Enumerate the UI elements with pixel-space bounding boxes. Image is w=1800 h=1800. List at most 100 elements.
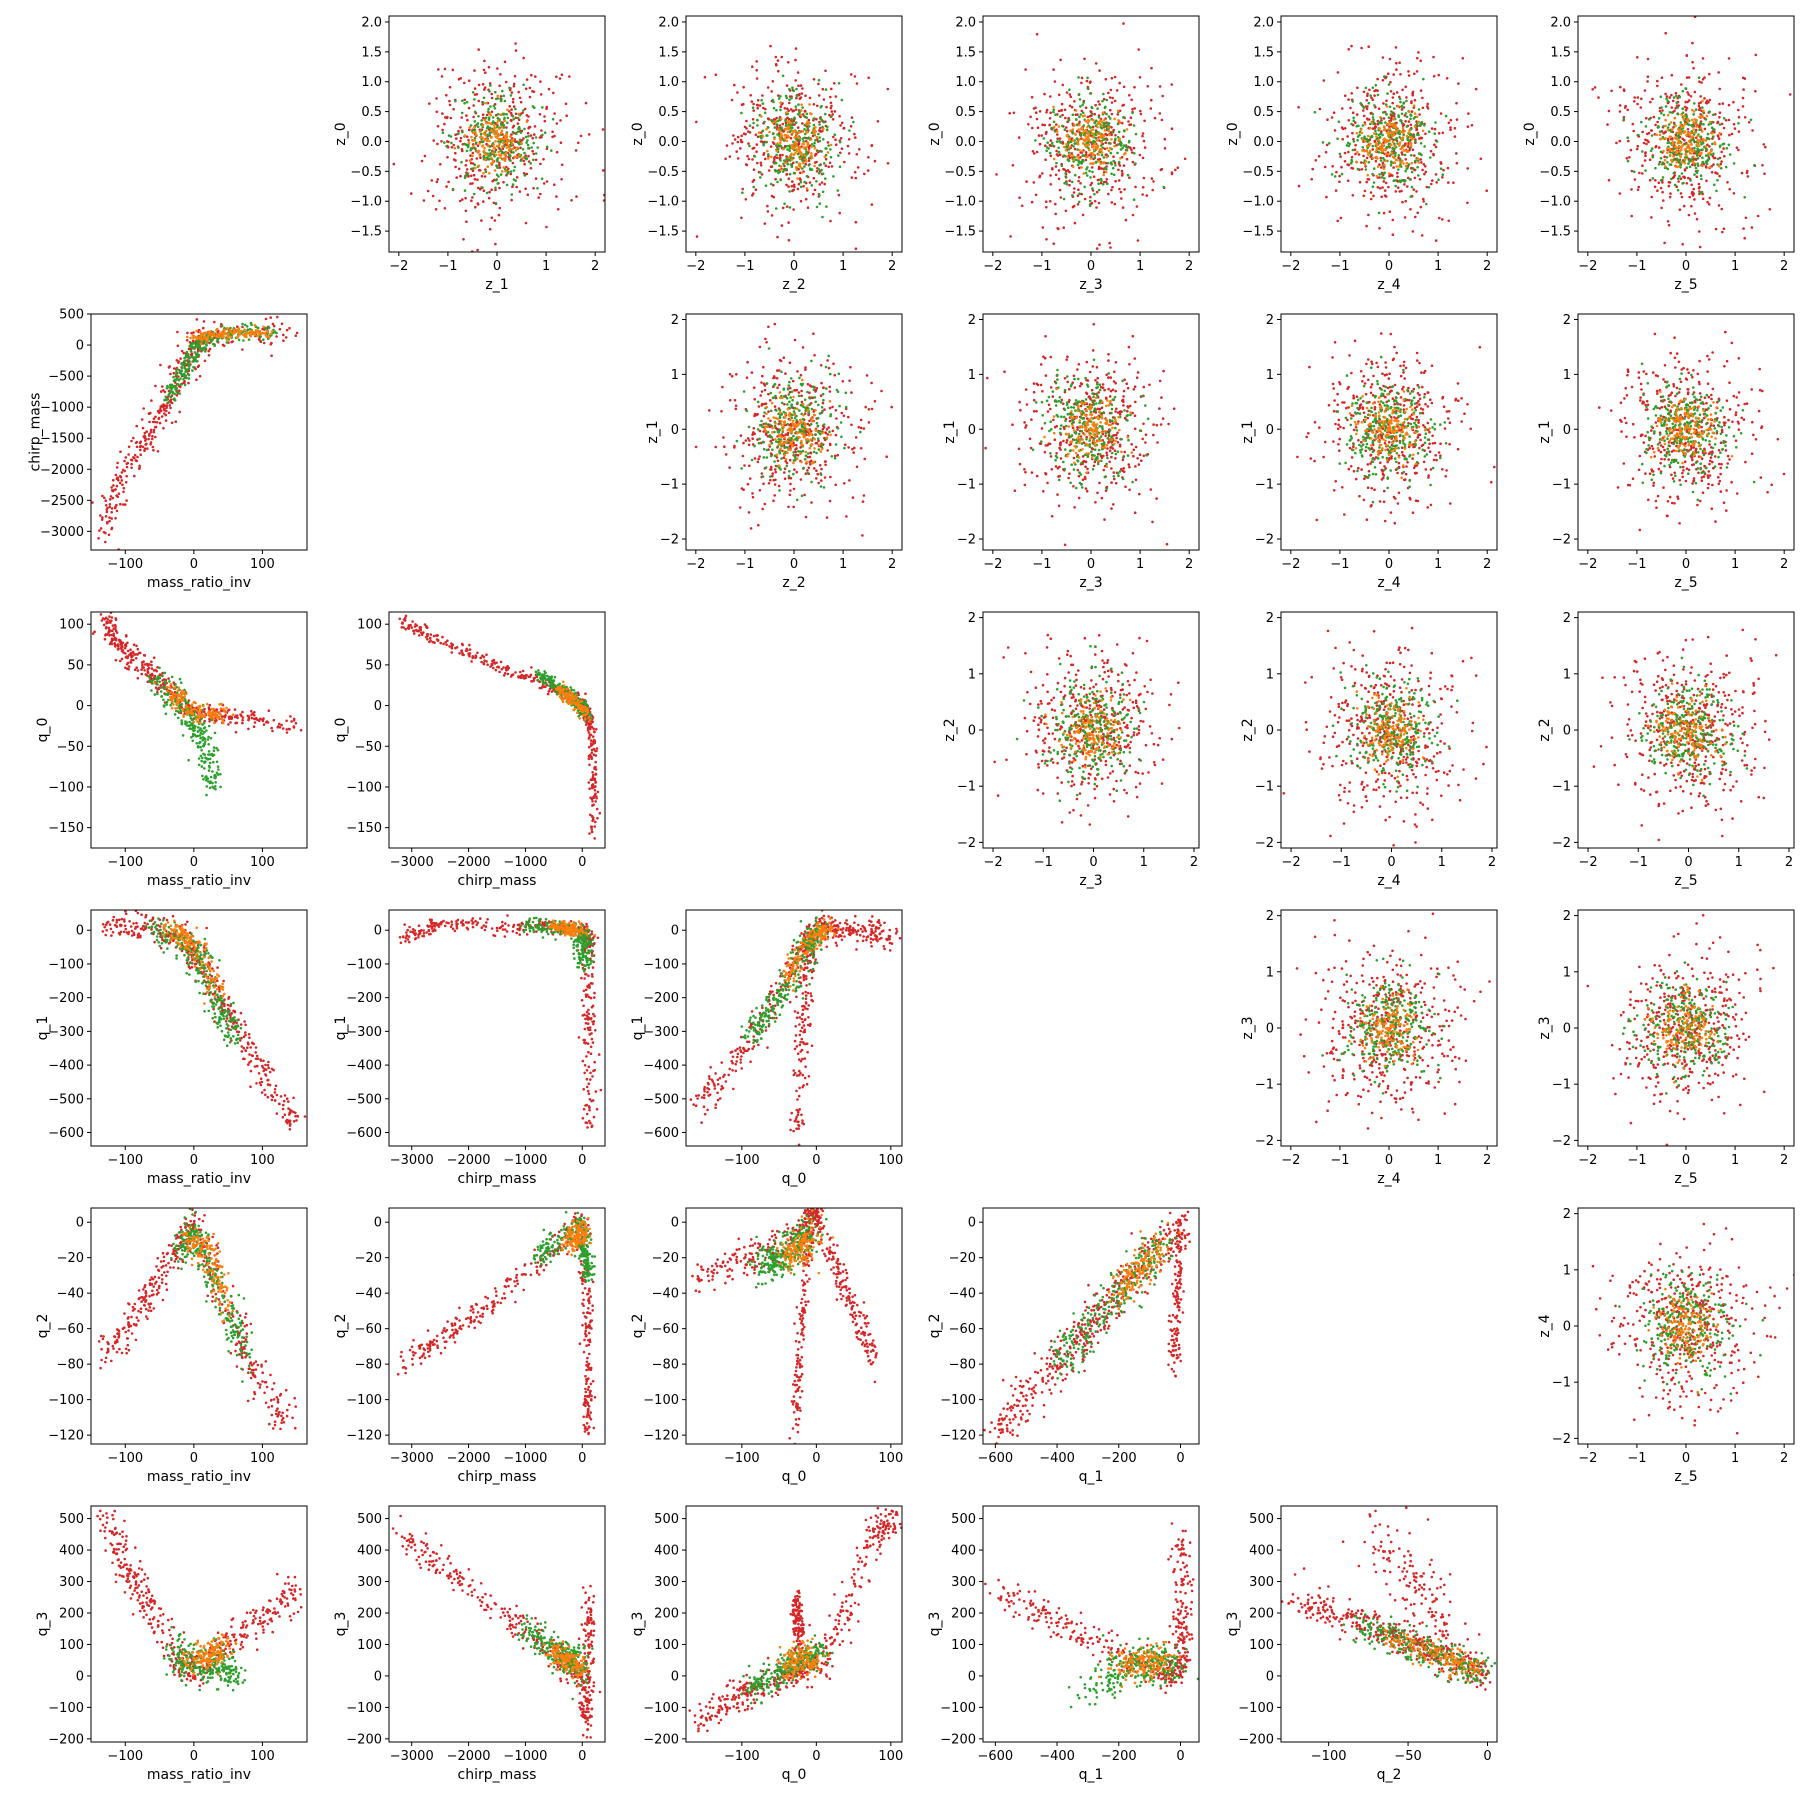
point-green [1660, 163, 1664, 166]
point-red [529, 134, 533, 137]
point-orange [1089, 157, 1092, 160]
point-green [1398, 179, 1402, 182]
point-orange [1091, 162, 1095, 165]
point-orange [1399, 161, 1403, 164]
point-green [517, 130, 520, 133]
point-green [509, 94, 513, 97]
point-red [1365, 180, 1368, 184]
point-green [818, 123, 821, 126]
point-red [1394, 190, 1398, 193]
point-green [1123, 129, 1126, 133]
point-red [1125, 157, 1129, 161]
point-green [1061, 124, 1064, 128]
point-orange [1388, 127, 1391, 131]
point-orange [1384, 141, 1388, 144]
point-red [1412, 188, 1416, 191]
point-red [754, 188, 758, 191]
point-green [790, 96, 793, 100]
point-red [1170, 172, 1174, 176]
point-red [817, 94, 821, 97]
point-orange [1097, 160, 1101, 163]
point-green [1420, 120, 1424, 124]
point-red [1413, 168, 1417, 172]
point-red [1441, 176, 1444, 179]
point-red [584, 101, 588, 105]
point-orange [502, 141, 506, 145]
point-orange [1089, 129, 1093, 132]
point-green [1399, 100, 1402, 104]
point-red [833, 82, 836, 85]
point-red [759, 161, 763, 165]
point-red [1122, 103, 1125, 107]
point-orange [795, 150, 799, 153]
point-red [1646, 132, 1649, 136]
y-tick-label: 0.5 [1550, 105, 1571, 120]
point-green [1660, 106, 1663, 109]
point-green [1057, 146, 1060, 150]
point-red [1297, 105, 1300, 109]
y-tick-label: 1.0 [1253, 75, 1274, 90]
point-red [168, 404, 172, 407]
point-red [440, 75, 444, 78]
point-green [1404, 169, 1407, 173]
point-green [169, 395, 173, 399]
point-orange [473, 125, 476, 129]
point-orange [474, 133, 478, 136]
point-red [1624, 104, 1627, 108]
point-red [477, 48, 481, 51]
point-red [110, 510, 113, 514]
point-green [1686, 150, 1689, 153]
point-red [1706, 143, 1709, 147]
point-orange [226, 327, 229, 330]
point-orange [783, 137, 786, 140]
point-orange [777, 128, 780, 131]
point-orange [1399, 147, 1402, 151]
point-green [1391, 112, 1394, 116]
point-red [1660, 76, 1664, 79]
point-red [799, 115, 802, 119]
point-red [1379, 156, 1383, 160]
point-green [499, 140, 502, 144]
point-red [814, 152, 818, 156]
point-orange [1690, 143, 1693, 146]
point-red [850, 116, 854, 119]
point-green [1109, 117, 1112, 120]
point-orange [1688, 133, 1692, 137]
point-red [1402, 123, 1406, 126]
point-red [121, 503, 125, 506]
point-red [818, 183, 822, 186]
point-red [513, 74, 517, 78]
point-red [1453, 135, 1457, 138]
point-orange [511, 147, 514, 151]
point-orange [1680, 113, 1683, 116]
point-orange [1674, 124, 1677, 128]
point-red [1407, 70, 1410, 73]
subplot-z_0-vs-z_4: −2 −1 0 1 2−1.5−1.0−0.50.00.51.01.52.0z_4z_0 [1225, 15, 1498, 293]
point-green [1417, 152, 1421, 155]
point-red [847, 152, 851, 155]
point-green [1719, 167, 1723, 170]
point-green [1371, 113, 1375, 116]
point-red [1694, 128, 1698, 132]
point-red [159, 405, 162, 409]
point-green [1649, 149, 1653, 153]
point-red [135, 445, 139, 449]
point-green [1749, 118, 1753, 122]
point-red [1718, 87, 1721, 91]
point-red [196, 365, 200, 369]
point-red [423, 154, 427, 158]
point-green [1695, 140, 1698, 144]
point-orange [485, 121, 488, 125]
point-red [1073, 221, 1077, 225]
point-red [786, 107, 789, 110]
point-green [1700, 177, 1703, 181]
point-red [1411, 93, 1414, 97]
point-orange [470, 135, 473, 139]
point-green [790, 165, 794, 169]
point-green [471, 91, 475, 94]
point-red [1646, 80, 1649, 83]
point-green [517, 125, 521, 129]
point-green [211, 342, 215, 346]
point-red [553, 134, 556, 138]
point-green [1675, 101, 1679, 104]
